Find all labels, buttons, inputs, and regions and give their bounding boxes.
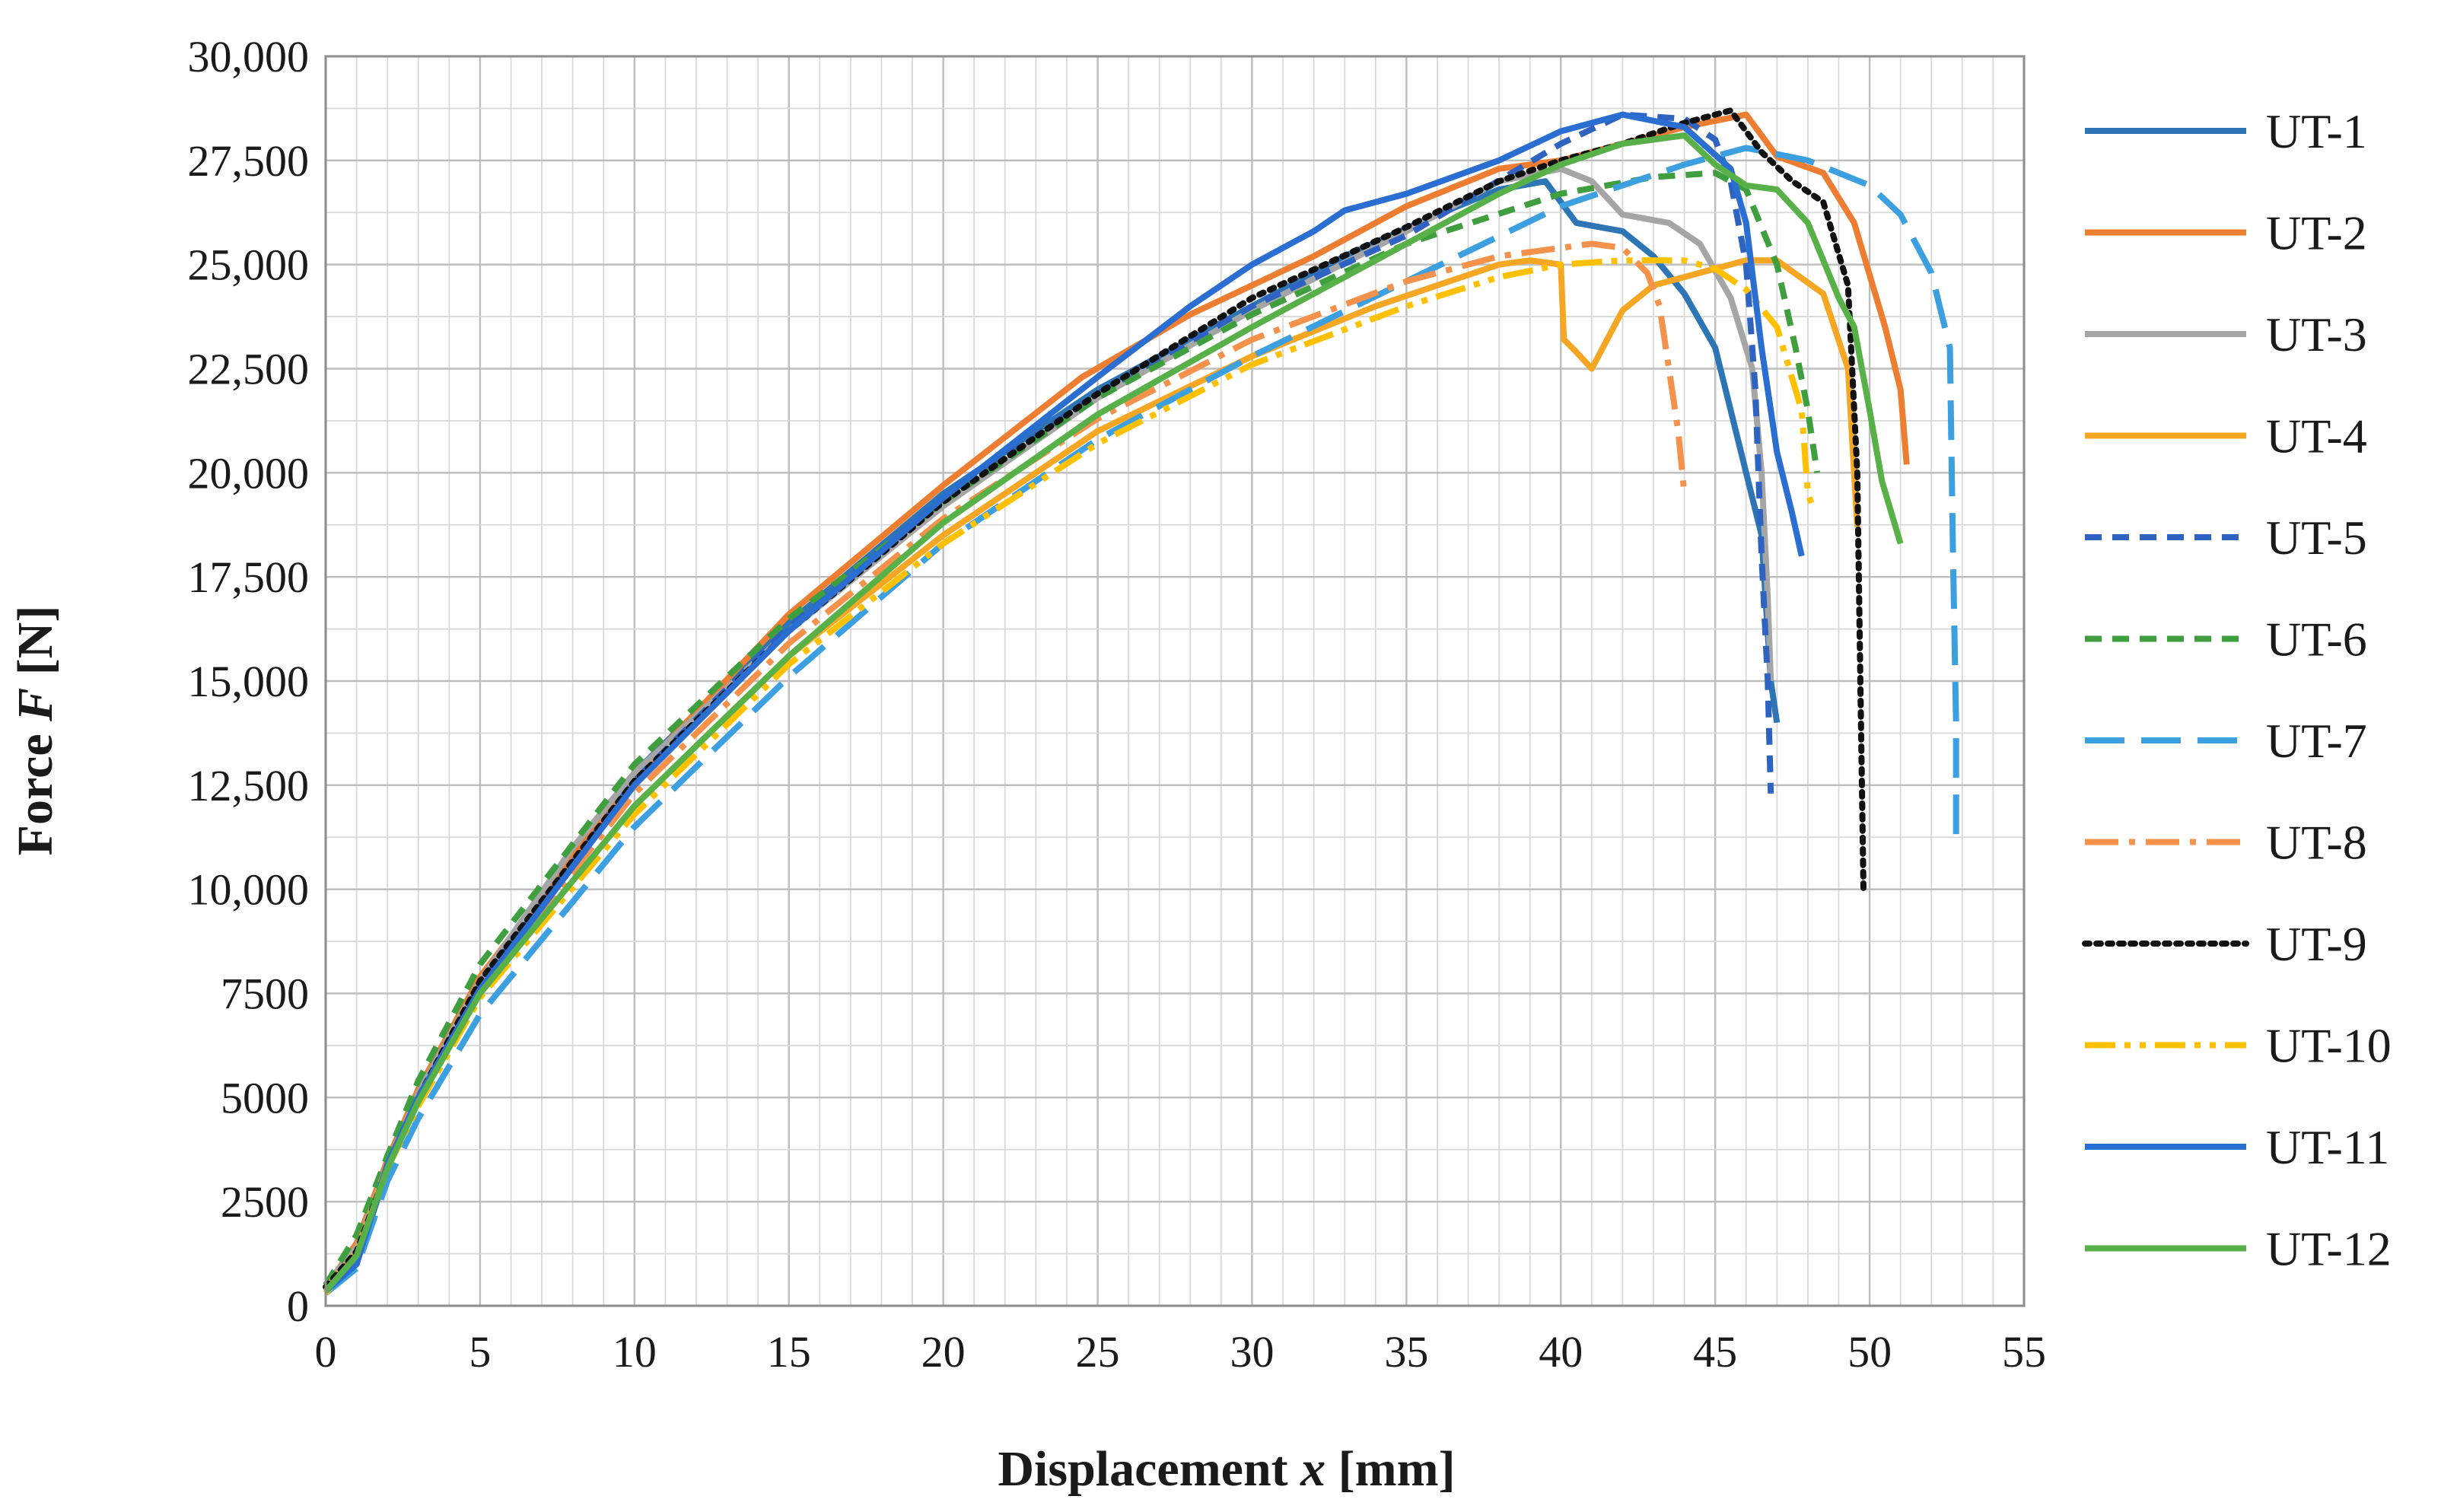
legend-item: UT-12 [2085,1222,2392,1276]
y-tick-label: 27,500 [188,136,310,186]
x-tick-label: 5 [469,1327,491,1377]
legend-label: UT-4 [2266,409,2367,463]
y-tick-label: 30,000 [188,32,310,81]
legend-item: UT-10 [2085,1019,2392,1073]
x-tick-label: 45 [1693,1327,1737,1377]
y-tick-label: 22,500 [188,345,310,394]
series-line-ut-6 [323,170,1821,1287]
y-tick-label: 5000 [221,1073,309,1122]
x-tick-label: 10 [613,1327,657,1377]
legend-item: UT-6 [2085,613,2367,667]
y-tick-label: 20,000 [188,448,310,498]
legend-item: UT-9 [2082,917,2367,971]
legend-label: UT-3 [2266,307,2367,361]
legend-item: UT-3 [2085,307,2367,361]
x-axis-title-suffix: [mm] [1326,1441,1455,1497]
x-tick-label: 20 [921,1327,966,1377]
y-axis-title-suffix: [N] [8,606,63,688]
y-tick-label: 25,000 [188,240,310,290]
legend-item: UT-11 [2085,1120,2389,1174]
x-axis-title-var: x [1300,1441,1326,1497]
legend-item: UT-7 [2085,714,2367,768]
legend-label: UT-5 [2266,511,2367,565]
legend-label: UT-2 [2266,206,2367,260]
legend: UT-1 UT-2 UT-3 UT-4 UT-5 UT-6 UT-7 UT-8 UT-9 UT-1… [2082,104,2392,1276]
legend-item: UT-1 [2085,104,2367,158]
legend-label: UT-6 [2266,613,2367,667]
y-tick-label: 10,000 [188,865,310,915]
x-tick-labels: 0 5 10 15 20 25 30 35 40 45 50 55 [315,1327,2047,1377]
x-tick-label: 0 [315,1327,337,1377]
series-line-ut-7 [323,145,1959,1296]
legend-label: UT-12 [2266,1222,2392,1276]
legend-label: UT-7 [2266,714,2367,768]
legend-label: UT-8 [2266,816,2367,870]
y-axis-title-prefix: Force [8,721,63,856]
y-tick-labels: 0 2500 5000 7500 10,000 12,500 15,000 17,500 20,… [188,32,310,1331]
legend-label: UT-11 [2266,1120,2389,1174]
x-tick-label: 25 [1076,1327,1120,1377]
legend-label: UT-1 [2266,104,2367,158]
y-tick-label: 17,500 [188,552,310,602]
x-axis-title-prefix: Displacement [998,1441,1300,1497]
legend-item: UT-4 [2085,409,2367,463]
y-axis-title-var: F [8,688,63,722]
series-line-ut-12 [323,132,1904,1294]
x-tick-label: 50 [1847,1327,1892,1377]
y-tick-label: 12,500 [188,761,310,810]
y-tick-label: 0 [287,1281,309,1331]
legend-item: UT-2 [2085,206,2367,260]
x-tick-label: 35 [1384,1327,1428,1377]
legend-item: UT-8 [2085,816,2367,870]
series-line-ut-8 [323,240,1688,1291]
legend-item: UT-5 [2085,511,2367,565]
y-tick-label: 2500 [221,1177,309,1227]
x-tick-label: 40 [1539,1327,1583,1377]
y-axis-title: Force F [N] [8,606,63,856]
legend-label: UT-10 [2266,1019,2392,1073]
x-tick-label: 30 [1230,1327,1274,1377]
plot-frame [324,55,2026,1307]
y-tick-label: 7500 [221,969,309,1019]
x-tick-label: 15 [767,1327,811,1377]
series-lines [323,107,1959,1296]
x-tick-label: 55 [2002,1327,2046,1377]
x-axis-title: Displacement x [mm] [998,1441,1455,1497]
legend-label: UT-9 [2266,917,2367,971]
y-tick-label: 15,000 [188,657,310,706]
